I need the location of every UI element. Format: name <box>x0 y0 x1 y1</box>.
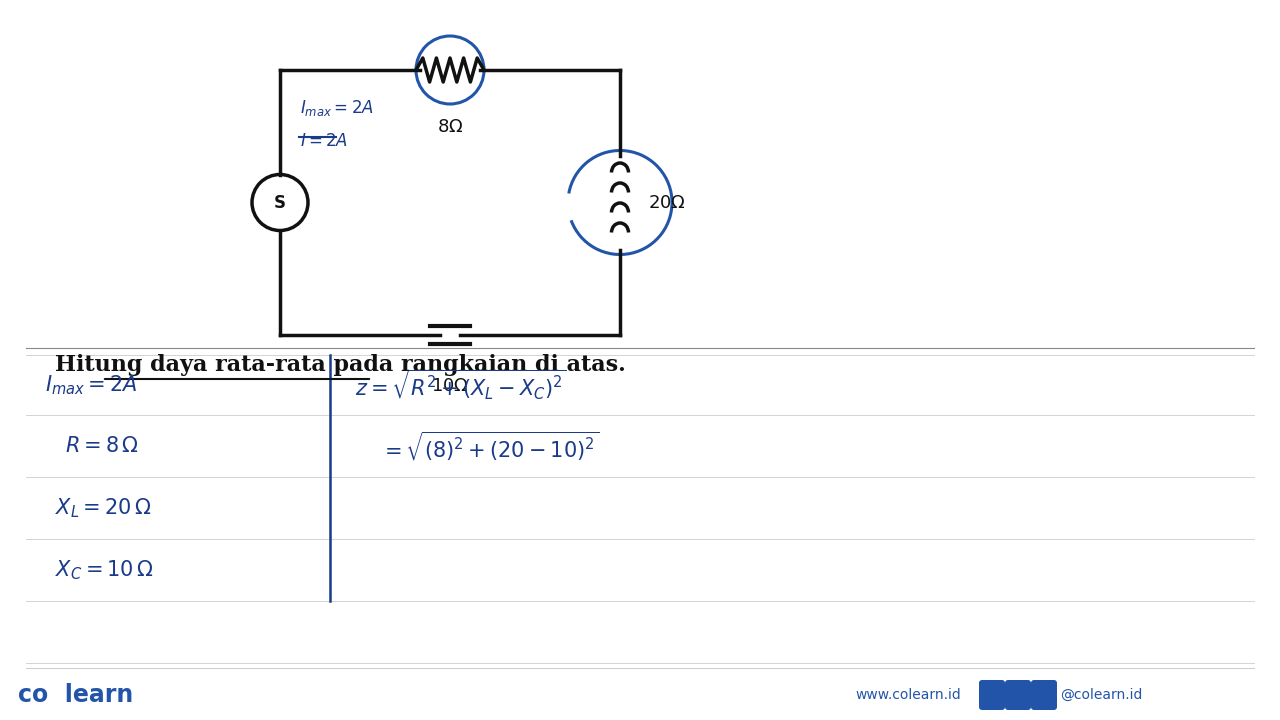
Text: $X_L = 20\,\Omega$: $X_L = 20\,\Omega$ <box>55 496 151 520</box>
Text: S: S <box>274 194 285 212</box>
Text: $I_{max} = 2A$: $I_{max} = 2A$ <box>300 98 374 118</box>
Text: $20\Omega$: $20\Omega$ <box>648 194 686 212</box>
Text: $I = 2A$: $I = 2A$ <box>300 133 348 150</box>
Text: $= \sqrt{(8)^2 + (20-10)^2}$: $= \sqrt{(8)^2 + (20-10)^2}$ <box>380 429 599 463</box>
FancyBboxPatch shape <box>1005 680 1030 710</box>
Text: $8\Omega$: $8\Omega$ <box>436 118 463 136</box>
Text: $10\Omega$: $10\Omega$ <box>431 377 468 395</box>
Text: @colearn.id: @colearn.id <box>1060 688 1142 702</box>
Text: Hitung daya rata-rata pada rangkaian di atas.: Hitung daya rata-rata pada rangkaian di … <box>55 354 626 376</box>
Text: $X_C = 10\,\Omega$: $X_C = 10\,\Omega$ <box>55 558 154 582</box>
FancyBboxPatch shape <box>1030 680 1057 710</box>
Text: co  learn: co learn <box>18 683 133 707</box>
Text: $R = 8\,\Omega$: $R = 8\,\Omega$ <box>65 436 140 456</box>
Text: www.colearn.id: www.colearn.id <box>855 688 961 702</box>
Text: $z = \sqrt{R^2 + (X_L - X_C)^2}$: $z = \sqrt{R^2 + (X_L - X_C)^2}$ <box>355 368 567 402</box>
FancyBboxPatch shape <box>979 680 1005 710</box>
Text: $I_{max} = 2A$: $I_{max} = 2A$ <box>45 373 137 397</box>
